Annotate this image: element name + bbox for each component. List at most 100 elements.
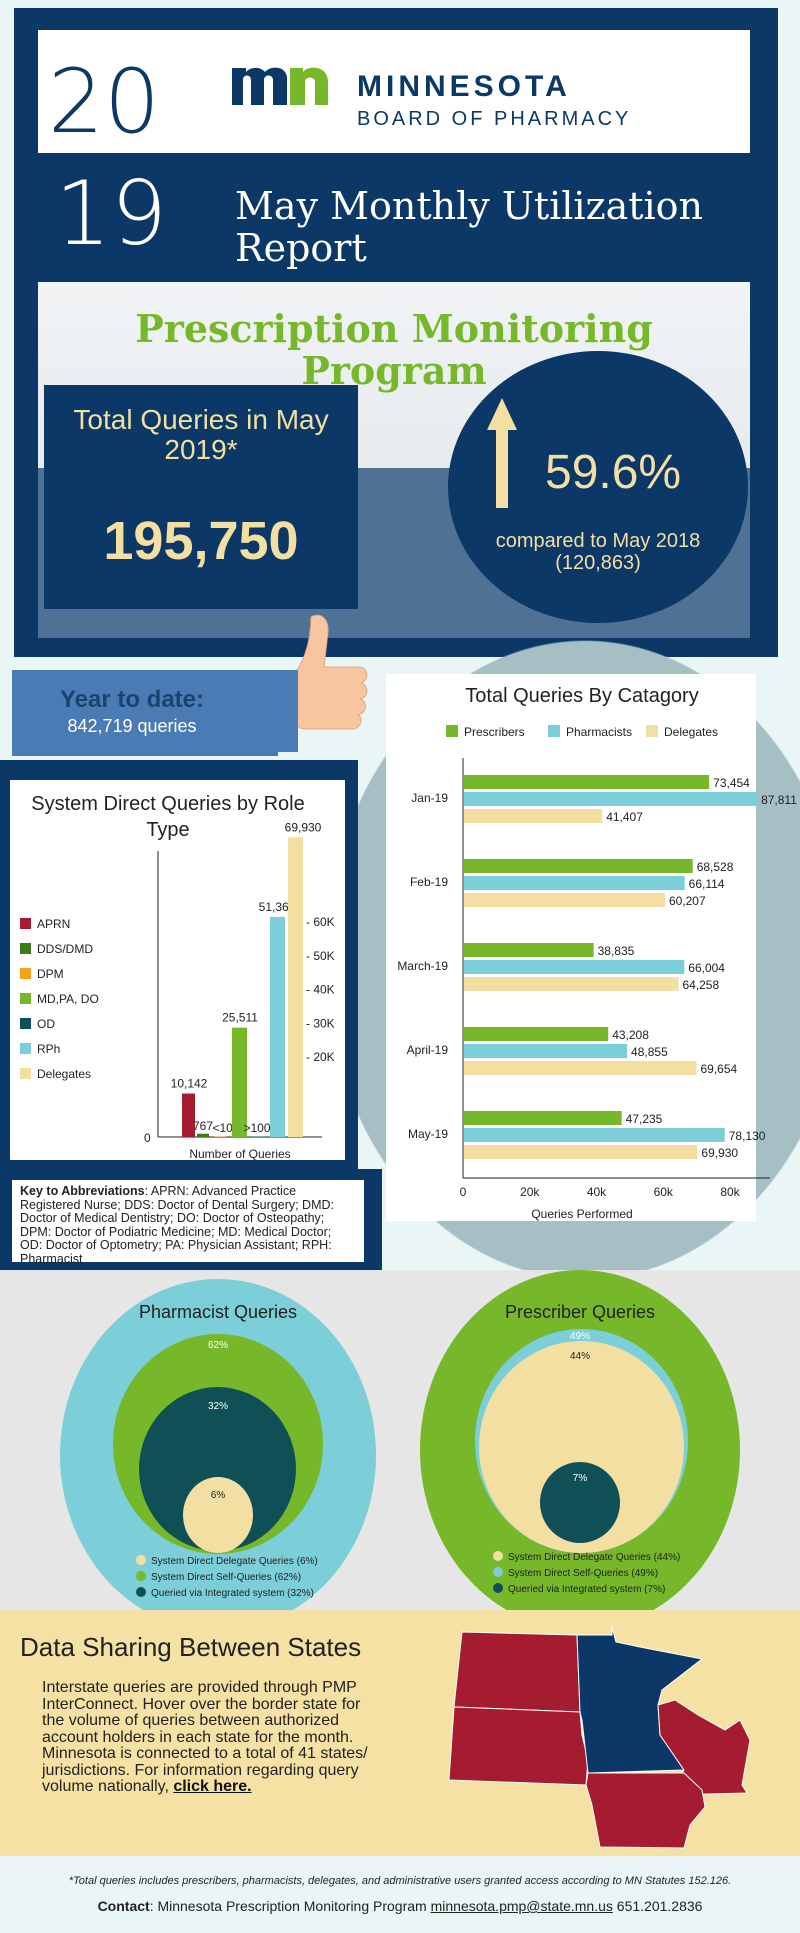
role-bar-label: 69,930 [285, 820, 322, 834]
phone-number: 651.201.2836 [612, 1898, 703, 1914]
ytd-value: 842,719 queries [67, 716, 197, 736]
pharmacist-legend-integrated: Queried via Integrated system (32%) [136, 1587, 314, 1599]
legend-label: Pharmacists [566, 725, 632, 739]
state-wisconsin[interactable] [657, 1699, 751, 1796]
pharmacist-legend-delegate: System Direct Delegate Queries (6%) [136, 1555, 318, 1567]
total-queries-box [44, 385, 358, 609]
role-bar [197, 1133, 209, 1137]
legend-label: Delegates [664, 725, 718, 739]
legend-swatch [20, 1043, 31, 1054]
category-bar [464, 1111, 622, 1125]
bar-value-label: 66,004 [688, 961, 725, 975]
bar-value-label: 38,835 [598, 944, 635, 958]
legend-swatch [446, 725, 458, 737]
bar-value-label: 66,114 [689, 877, 725, 891]
legend-swatch [20, 968, 31, 979]
category-chart-xlabel: Queries Performed [531, 1207, 632, 1221]
key-heading: Key to Abbreviations [20, 1184, 145, 1198]
role-chart-title-1: System Direct Queries by Role [31, 793, 304, 815]
bar-value-label: 41,407 [606, 810, 643, 824]
prescriber-integrated-pct: 7% [572, 1473, 588, 1484]
legend-swatch [548, 725, 560, 737]
x-tick-label: 20k [520, 1185, 540, 1199]
mn-logo-icon [232, 67, 328, 105]
logo-box [38, 30, 750, 153]
legend-label: Delegates [37, 1067, 91, 1081]
prescriber-title: Prescriber Queries [504, 1302, 656, 1322]
legend-label: APRN [37, 917, 70, 931]
sharing-paragraph-1: Interstate queries are provided through … [42, 1679, 361, 1746]
bar-value-label: 87,811 [761, 793, 797, 807]
thumbs-up-icon [276, 614, 368, 752]
x-tick-label: 40k [587, 1185, 607, 1199]
legend-swatch [20, 993, 31, 1004]
category-bar [464, 1044, 628, 1058]
prescriber-integrated-circle [540, 1462, 620, 1543]
sharing-paragraph-2: Minnesota is connected to a total of 41 … [42, 1745, 368, 1795]
category-bar [464, 1145, 698, 1159]
category-bar [464, 1027, 609, 1041]
role-chart: System Direct Queries by Role Type 0 10,… [20, 793, 335, 1161]
legend-swatch [20, 918, 31, 929]
org-name: MINNESOTA [357, 70, 571, 103]
bar-value-label: 78,130 [729, 1129, 766, 1143]
legend-swatch [20, 1018, 31, 1029]
state-north-dakota[interactable] [453, 1631, 581, 1713]
role-bar-label: 25,511 [222, 1011, 258, 1025]
category-chart: Total Queries By Catagory Prescribers Pha… [397, 685, 797, 1221]
pharmacist-legend-self: System Direct Self-Queries (62%) [136, 1571, 301, 1583]
role-bar [288, 837, 303, 1137]
prescriber-self-pct: 49% [569, 1331, 590, 1342]
category-bar [464, 792, 758, 806]
bar-value-label: 73,454 [713, 776, 750, 790]
category-bar [464, 943, 594, 957]
legend-label: OD [37, 1017, 55, 1031]
category-bar [464, 775, 710, 789]
email-link[interactable]: minnesota.pmp@state.mn.us [430, 1898, 613, 1914]
bar-value-label: 47,235 [626, 1112, 663, 1126]
state-south-dakota[interactable] [448, 1706, 589, 1786]
role-chart-xlabel: Number of Queries [189, 1147, 290, 1161]
program-title: Prescription Monitoring Program [135, 306, 653, 393]
category-bar [464, 876, 685, 890]
category-bar [464, 977, 679, 991]
role-chart-title-2: Type [146, 819, 189, 841]
category-bar [464, 893, 665, 907]
category-bar [464, 859, 693, 873]
category-chart-title: Total Queries By Catagory [465, 685, 698, 707]
legend-swatch [20, 943, 31, 954]
compare-value: (120,863) [555, 552, 641, 574]
change-percent: 59.6% [545, 446, 682, 499]
y-tick-label: - 40K [306, 983, 335, 997]
role-bar [270, 916, 285, 1137]
legend-label: MD,PA, DO [37, 992, 99, 1006]
state-iowa[interactable] [585, 1772, 706, 1849]
role-bar-label: >100 [243, 1121, 270, 1135]
bar-value-label: 69,930 [701, 1146, 738, 1160]
year-bottom: 19 [55, 162, 167, 265]
total-queries-value: 195,750 [103, 511, 299, 571]
category-label: Jan-19 [411, 791, 448, 805]
pharmacist-self-pct: 62% [207, 1340, 228, 1351]
category-bar [464, 1128, 725, 1142]
data-sharing-title: Data Sharing Between States [20, 1632, 362, 1662]
bar-value-label: 68,528 [697, 860, 734, 874]
contact-line: Contact: Minnesota Prescription Monitori… [0, 1898, 800, 1914]
y-tick-label: - 50K [306, 949, 335, 963]
abbreviation-key: Key to Abbreviations: APRN: Advanced Pra… [12, 1180, 364, 1265]
y-tick-label: - 20K [306, 1050, 335, 1064]
click-here-link[interactable]: click here. [173, 1778, 252, 1795]
ytd-heading: Year to date: [59, 686, 205, 713]
prescriber-legend-integrated: Queried via Integrated system (7%) [493, 1583, 665, 1595]
legend-dot-icon [136, 1555, 146, 1565]
legend-dot-icon [493, 1551, 503, 1561]
legend-label: Prescribers [464, 725, 525, 739]
legend-swatch [20, 1068, 31, 1079]
compare-label: compared to May 2018 [495, 530, 701, 552]
category-bar [464, 1061, 697, 1075]
category-label: April-19 [407, 1043, 449, 1057]
pharmacist-integrated-pct: 32% [207, 1401, 228, 1412]
role-bar-label: 767 [193, 1119, 213, 1133]
x-tick-label: 0 [460, 1185, 467, 1199]
legend-label: RPh [37, 1042, 60, 1056]
